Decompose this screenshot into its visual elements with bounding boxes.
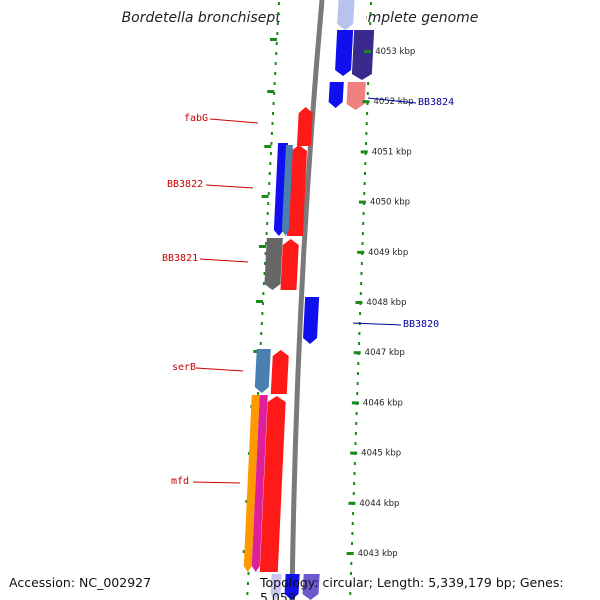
feature-block — [351, 30, 375, 80]
gene-label-serb: serB — [172, 362, 196, 373]
feature-block — [243, 395, 260, 572]
tick-label: 4051 kbp — [372, 147, 412, 157]
feature-block — [270, 350, 289, 394]
tick-mark — [355, 301, 363, 304]
scale-ticks: 4053 kbp 4052 kbp 4051 kbp 4050 kbp 4049 kbp… — [346, 47, 415, 559]
inner-tick — [258, 245, 266, 248]
inner-tick — [267, 90, 275, 93]
feature-block — [254, 349, 271, 393]
gene-leader-line — [195, 367, 244, 372]
feature-block — [280, 239, 299, 290]
gene-leader-line — [352, 322, 402, 326]
gene-label-bb3824: BB3824 — [418, 97, 454, 108]
backbone-line — [289, 0, 325, 600]
gene-labels: fabG BB3822 BB3821 serB mfd BB3824 BB3820 — [162, 97, 454, 487]
tick-mark — [348, 501, 356, 505]
gene-label-fabg: fabG — [184, 113, 208, 124]
feature-block — [259, 396, 286, 572]
feature-block — [328, 82, 344, 108]
feature-block — [335, 30, 354, 76]
feature-block — [286, 145, 307, 236]
gene-leader-line — [367, 97, 417, 104]
tick-label: 4053 kbp — [375, 47, 415, 57]
gene-leader-line — [205, 184, 254, 189]
tick-mark — [346, 552, 354, 555]
feature-block — [302, 574, 320, 600]
feature-block — [303, 297, 320, 344]
inner-tick — [256, 300, 263, 303]
inner-tick — [269, 38, 277, 41]
feature-block — [296, 107, 313, 146]
gene-label-bb3820: BB3820 — [403, 319, 439, 330]
topology-text: Topology: circular; Length: 5,339,179 bp… — [260, 575, 564, 600]
feature-block — [270, 574, 282, 600]
feature-block — [281, 145, 293, 236]
inner-tick — [264, 145, 272, 148]
tick-mark — [364, 50, 372, 53]
tick-mark — [357, 250, 365, 254]
tick-label: 4049 kbp — [368, 248, 408, 258]
tick-label: 4047 kbp — [365, 348, 405, 358]
gene-leader-line — [192, 481, 241, 484]
gene-leader-line — [209, 118, 259, 124]
tick-mark — [351, 401, 359, 405]
tick-label: 4048 kbp — [366, 298, 406, 308]
gene-label-mfd: mfd — [171, 476, 189, 487]
tick-mark — [353, 351, 361, 355]
tick-mark — [360, 150, 368, 154]
tick-mark — [362, 100, 370, 104]
tick-label: 4052 kbp — [373, 97, 413, 107]
gene-label-bb3821: BB3821 — [162, 253, 198, 264]
feature-block — [284, 574, 300, 600]
accession-text: Accession: NC_002927 — [9, 575, 152, 590]
gene-leader-line — [199, 258, 249, 263]
tick-label: 4046 kbp — [363, 398, 403, 408]
gene-label-bb3822: BB3822 — [167, 179, 203, 190]
tick-label: 4050 kbp — [370, 198, 410, 208]
tick-label: 4045 kbp — [361, 449, 401, 459]
feature-layer — [243, 0, 375, 600]
tick-label: 4044 kbp — [359, 499, 399, 509]
feature-block — [346, 82, 366, 110]
feature-block — [251, 395, 268, 572]
feature-block — [337, 0, 355, 30]
tick-mark — [358, 200, 366, 204]
feature-block — [264, 238, 283, 290]
tick-mark — [350, 451, 358, 455]
inner-tick — [261, 195, 269, 198]
tick-label: 4043 kbp — [358, 549, 398, 559]
